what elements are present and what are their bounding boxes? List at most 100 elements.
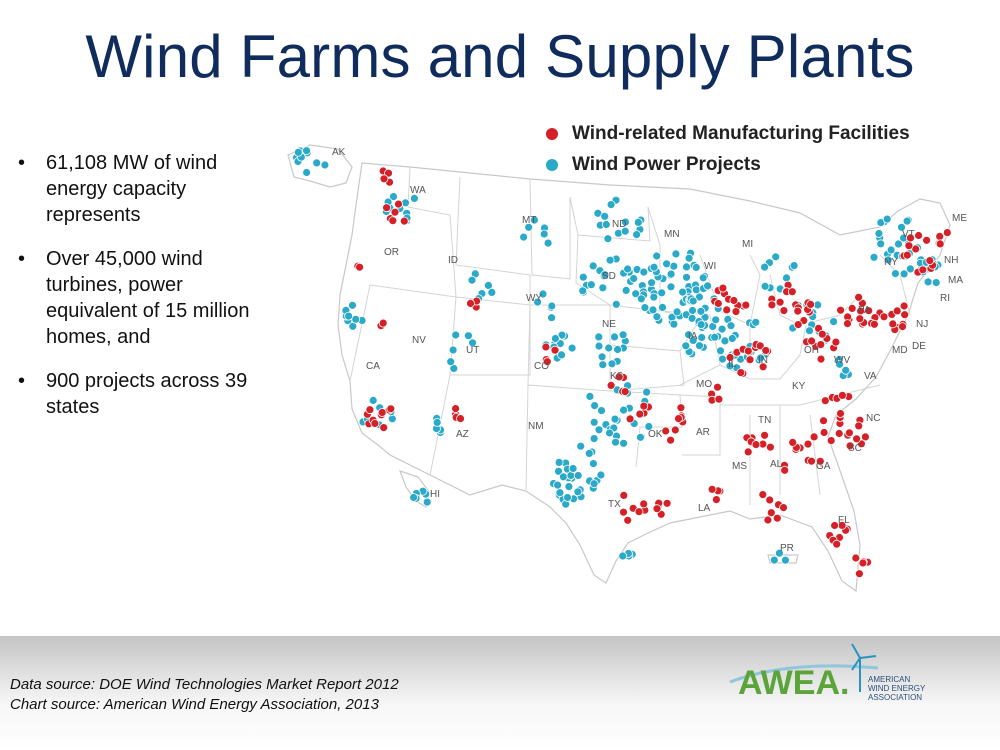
state-label-ca: CA — [366, 361, 380, 372]
project-marker — [876, 239, 886, 249]
project-marker — [718, 354, 727, 364]
project-marker — [782, 273, 791, 283]
project-marker — [874, 229, 884, 238]
state-label-me: ME — [952, 213, 967, 224]
manufacturing-marker — [743, 346, 753, 356]
manufacturing-marker — [652, 504, 662, 514]
manufacturing-marker — [852, 434, 861, 444]
project-marker — [669, 261, 679, 271]
project-marker — [578, 272, 588, 282]
manufacturing-marker — [803, 439, 813, 449]
us-map: AK WA OR CA NV ID MT WY UT AZ CO NM ND SD NE KS OK TX MN IA… — [287, 144, 967, 593]
manufacturing-marker — [772, 513, 782, 523]
project-marker — [567, 343, 577, 353]
project-marker — [573, 487, 583, 497]
project-marker — [727, 334, 737, 343]
project-marker — [409, 194, 419, 203]
project-marker — [623, 264, 633, 274]
project-marker — [348, 300, 357, 310]
bullet-item: • 61,108 MW of wind energy capacity repr… — [18, 150, 308, 228]
manufacturing-marker — [456, 414, 465, 424]
manufacturing-marker — [858, 558, 868, 568]
manufacturing-marker — [634, 507, 644, 517]
bullet-item: • Over 45,000 wind turbines, power equiv… — [18, 246, 308, 350]
swoosh-icon — [729, 664, 879, 684]
project-marker — [931, 278, 941, 288]
project-marker — [696, 320, 706, 330]
project-marker — [585, 391, 595, 401]
manufacturing-marker — [731, 307, 741, 317]
manufacturing-marker — [662, 498, 672, 508]
project-marker — [695, 341, 704, 351]
project-marker — [619, 405, 629, 415]
state-label-ga: GA — [816, 461, 831, 472]
project-marker — [658, 302, 667, 312]
project-marker — [882, 214, 892, 224]
project-marker — [610, 332, 619, 342]
project-marker — [590, 401, 600, 411]
manufacturing-marker — [836, 409, 845, 418]
manufacturing-marker — [922, 235, 931, 245]
project-marker — [519, 232, 529, 242]
project-marker — [576, 441, 586, 451]
project-marker — [597, 406, 606, 416]
logo-line3: ASSOCIATION — [868, 693, 922, 702]
project-marker — [666, 282, 676, 292]
project-marker — [568, 464, 578, 473]
bullet-list: • 61,108 MW of wind energy capacity repr… — [18, 150, 308, 438]
project-marker — [589, 434, 599, 444]
manufacturing-marker — [830, 521, 839, 530]
state-label-ky: KY — [792, 381, 806, 392]
manufacturing-marker — [620, 387, 630, 397]
project-marker — [483, 280, 493, 290]
project-marker — [697, 333, 707, 342]
bullet-line: states — [46, 396, 100, 418]
manufacturing-marker — [925, 256, 935, 266]
project-marker — [774, 548, 784, 558]
manufacturing-marker — [843, 319, 852, 329]
project-marker — [446, 357, 456, 367]
project-marker — [672, 307, 682, 317]
project-marker — [649, 262, 659, 272]
manufacturing-marker — [847, 303, 857, 313]
manufacturing-marker — [819, 428, 829, 437]
state-label-va: VA — [864, 371, 877, 382]
project-marker — [688, 296, 698, 306]
project-marker — [588, 261, 598, 271]
manufacturing-marker — [743, 447, 753, 457]
state-label-tn: TN — [758, 415, 771, 426]
state-label-pa: PA — [858, 305, 871, 316]
project-marker — [554, 466, 563, 476]
state-label-mn: MN — [664, 229, 680, 240]
project-marker — [448, 345, 458, 355]
state-label-az: AZ — [456, 429, 469, 440]
project-marker — [606, 200, 616, 209]
bullet-line: represents — [46, 204, 141, 226]
manufacturing-marker — [550, 345, 560, 355]
bullet-item: • 900 projects across 39 states — [18, 368, 308, 420]
manufacturing-marker — [809, 432, 819, 442]
manufacturing-marker — [614, 372, 624, 382]
manufacturing-marker — [942, 228, 952, 237]
project-marker — [563, 493, 572, 502]
project-marker — [662, 259, 672, 269]
project-marker — [538, 289, 548, 299]
project-marker — [619, 438, 629, 448]
project-marker — [682, 262, 691, 272]
manufacturing-marker — [832, 539, 842, 549]
project-marker — [547, 313, 557, 323]
manufacturing-marker — [711, 495, 721, 505]
manufacturing-marker — [845, 428, 854, 438]
manufacturing-marker — [861, 432, 870, 442]
state-label-ks: KS — [610, 371, 624, 382]
project-marker — [694, 292, 704, 302]
project-marker — [691, 262, 701, 272]
manufacturing-marker — [854, 421, 864, 431]
manufacturing-marker — [879, 312, 889, 322]
manufacturing-marker — [623, 515, 633, 525]
project-marker — [652, 251, 662, 261]
project-marker — [897, 222, 906, 232]
project-marker — [598, 283, 608, 293]
state-label-nv: NV — [412, 335, 426, 346]
state-label-mi: MI — [742, 239, 753, 250]
